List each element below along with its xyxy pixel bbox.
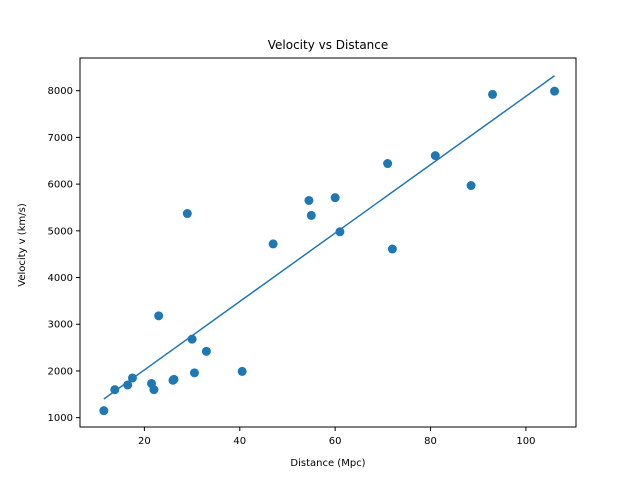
data-point-2 — [123, 380, 133, 390]
data-point-13 — [237, 366, 247, 376]
y-tick-label-7000: 7000 — [48, 133, 73, 144]
data-point-18 — [335, 227, 345, 237]
data-point-1 — [110, 385, 120, 395]
data-point-12 — [201, 346, 211, 356]
data-point-17 — [330, 193, 340, 203]
data-point-14 — [268, 239, 278, 249]
fit-line — [103, 75, 555, 400]
x-tick-label-40: 40 — [233, 436, 246, 447]
data-point-8 — [169, 374, 179, 384]
y-tick-label-6000: 6000 — [48, 180, 73, 191]
x-tick-label-80: 80 — [424, 436, 437, 447]
chart-title: Velocity vs Distance — [268, 38, 389, 52]
data-point-22 — [466, 181, 476, 191]
x-tick-label-60: 60 — [329, 436, 342, 447]
y-tick-label-2000: 2000 — [48, 366, 73, 377]
y-tick-label-3000: 3000 — [48, 320, 73, 331]
data-point-16 — [306, 210, 316, 220]
data-point-6 — [154, 311, 164, 321]
y-tick-label-1000: 1000 — [48, 413, 73, 424]
data-point-11 — [189, 368, 199, 378]
y-axis-label: Velocity v (km/s) — [17, 203, 28, 287]
y-tick-label-5000: 5000 — [48, 226, 73, 237]
plot-area — [99, 75, 560, 416]
y-tick-label-8000: 8000 — [48, 86, 73, 97]
data-point-15 — [304, 195, 314, 205]
data-point-10 — [187, 334, 197, 344]
data-point-3 — [127, 373, 137, 383]
data-point-9 — [182, 209, 192, 219]
data-point-21 — [430, 151, 440, 161]
x-tick-label-20: 20 — [138, 436, 151, 447]
y-tick-label-4000: 4000 — [48, 273, 73, 284]
x-tick-label-100: 100 — [516, 436, 535, 447]
data-point-23 — [488, 89, 498, 99]
data-point-5 — [149, 385, 159, 395]
x-axis-label: Distance (Mpc) — [290, 458, 365, 469]
data-point-20 — [387, 244, 397, 254]
axes-frame — [79, 57, 577, 428]
axes: 20 40 60 80 100 1000 2000 3000 4000 5000 6000 7000 8… — [48, 57, 577, 447]
data-point-24 — [550, 86, 560, 96]
data-point-0 — [99, 406, 109, 416]
data-point-19 — [383, 159, 393, 169]
